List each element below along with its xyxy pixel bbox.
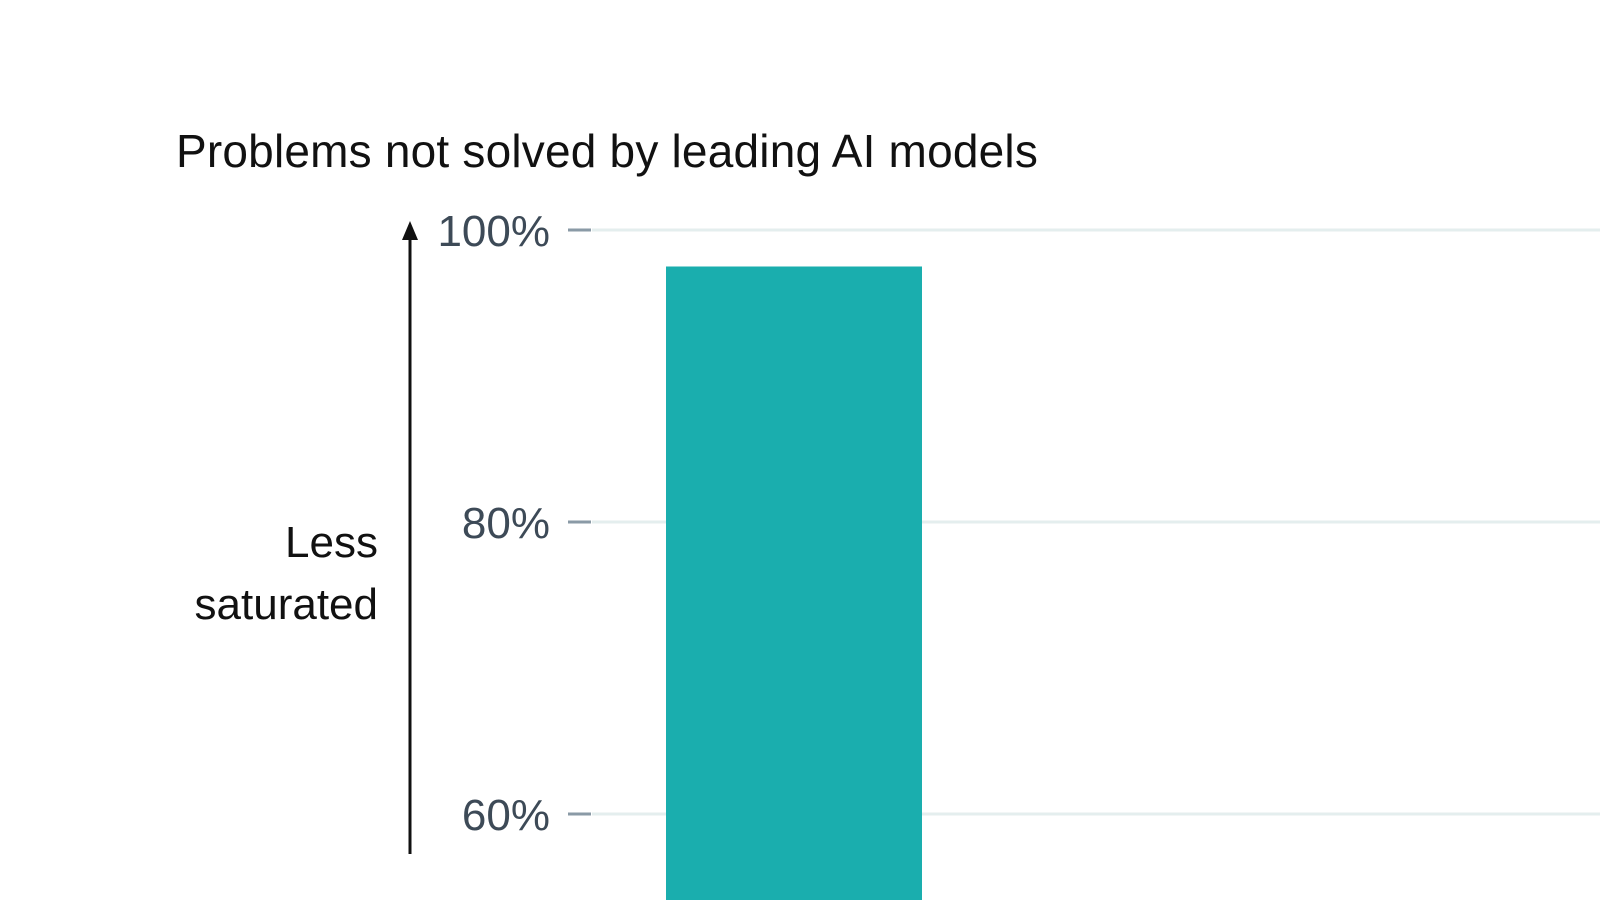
y-axis-label: Less saturated (195, 512, 378, 636)
y-axis-label-line-2: saturated (194, 580, 378, 629)
y-axis-label-line-1: Less (285, 518, 378, 567)
y-tick-label-100: 100% (437, 207, 550, 256)
bar-0 (666, 266, 922, 900)
y-tick-label-80: 80% (462, 499, 550, 548)
y-tick-label-60: 60% (462, 791, 550, 840)
chart-title: Problems not solved by leading AI models (176, 125, 1039, 177)
axis-arrow-head (402, 221, 418, 240)
